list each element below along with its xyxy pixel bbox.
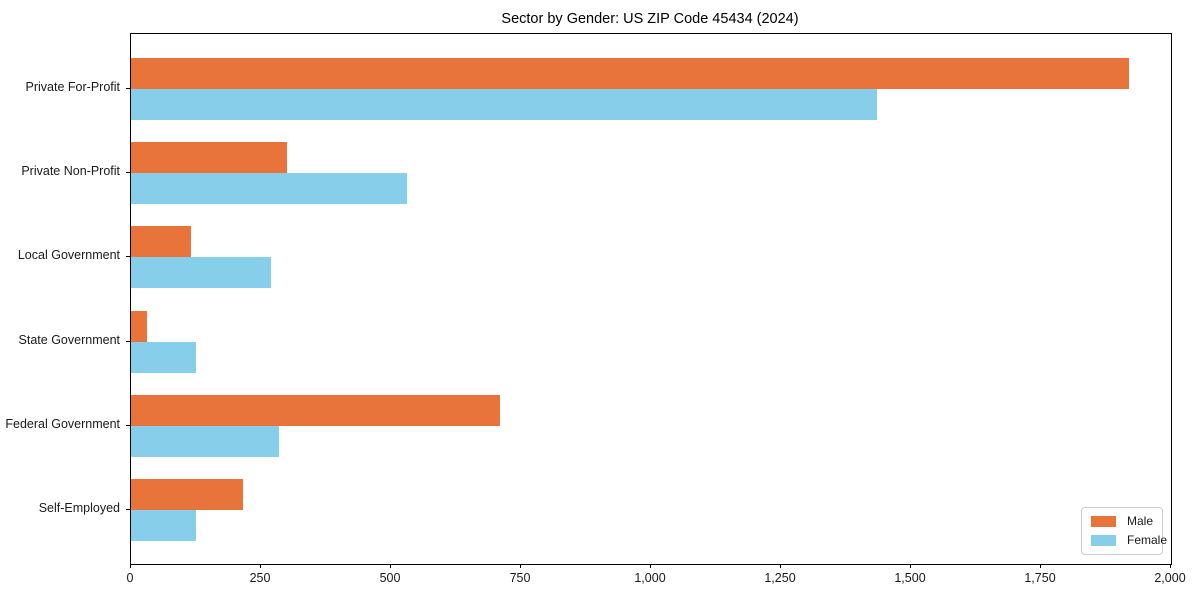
- legend-item-female: Female: [1091, 533, 1167, 547]
- x-tick-mark: [1170, 564, 1171, 568]
- xtick-label: 2,000: [1154, 571, 1186, 585]
- male-legend-swatch: [1091, 515, 1116, 527]
- y-tick-mark: [126, 509, 130, 510]
- plot-area: [130, 33, 1172, 565]
- male-bar: [131, 142, 287, 174]
- xtick-label: 1,000: [634, 571, 666, 585]
- y-tick-mark: [126, 340, 130, 342]
- ytick-label: Local Government: [17, 248, 120, 263]
- y-tick-mark: [126, 256, 130, 258]
- chart-title: Sector by Gender: US ZIP Code 45434 (202…: [501, 11, 799, 27]
- legend-label: Female: [1127, 533, 1168, 547]
- male-bar: [131, 226, 191, 258]
- y-tick-mark: [126, 88, 130, 89]
- y-tick-mark: [126, 172, 130, 174]
- x-tick-mark: [130, 564, 131, 568]
- legend: Male Female: [1081, 507, 1167, 555]
- x-tick-mark: [780, 564, 781, 568]
- y-tick-mark: [126, 424, 130, 426]
- x-tick-mark: [260, 564, 261, 568]
- ytick-label: Self-Employed: [38, 501, 120, 515]
- x-tick-mark: [650, 564, 651, 568]
- x-tick-mark: [390, 564, 391, 568]
- male-bar: [131, 58, 1130, 89]
- female-bar: [131, 257, 272, 289]
- legend-label: Male: [1127, 514, 1154, 528]
- female-bar: [131, 425, 280, 457]
- xtick-label: 1,750: [1024, 571, 1056, 585]
- female-bar: [131, 173, 407, 205]
- xtick-label: 250: [249, 571, 271, 585]
- female-bar: [131, 341, 196, 373]
- xtick-label: 1,500: [894, 571, 926, 585]
- ytick-label: State Government: [18, 332, 120, 347]
- male-bar: [131, 310, 147, 342]
- x-tick-mark: [520, 564, 521, 568]
- xtick-label: 0: [126, 571, 134, 585]
- x-tick-mark: [1040, 564, 1041, 568]
- female-legend-swatch: [1091, 534, 1116, 546]
- x-tick-mark: [910, 564, 911, 568]
- xtick-label: 750: [509, 571, 531, 585]
- male-bar: [131, 479, 243, 510]
- female-bar: [131, 89, 878, 120]
- female-bar: [131, 510, 196, 541]
- legend-item-male: Male: [1091, 514, 1153, 528]
- xtick-label: 500: [379, 571, 401, 585]
- ytick-label: Private Non-Profit: [21, 164, 120, 179]
- male-bar: [131, 394, 501, 426]
- ytick-label: Federal Government: [5, 416, 120, 431]
- xtick-label: 1,250: [764, 571, 796, 585]
- ytick-label: Private For-Profit: [25, 80, 120, 94]
